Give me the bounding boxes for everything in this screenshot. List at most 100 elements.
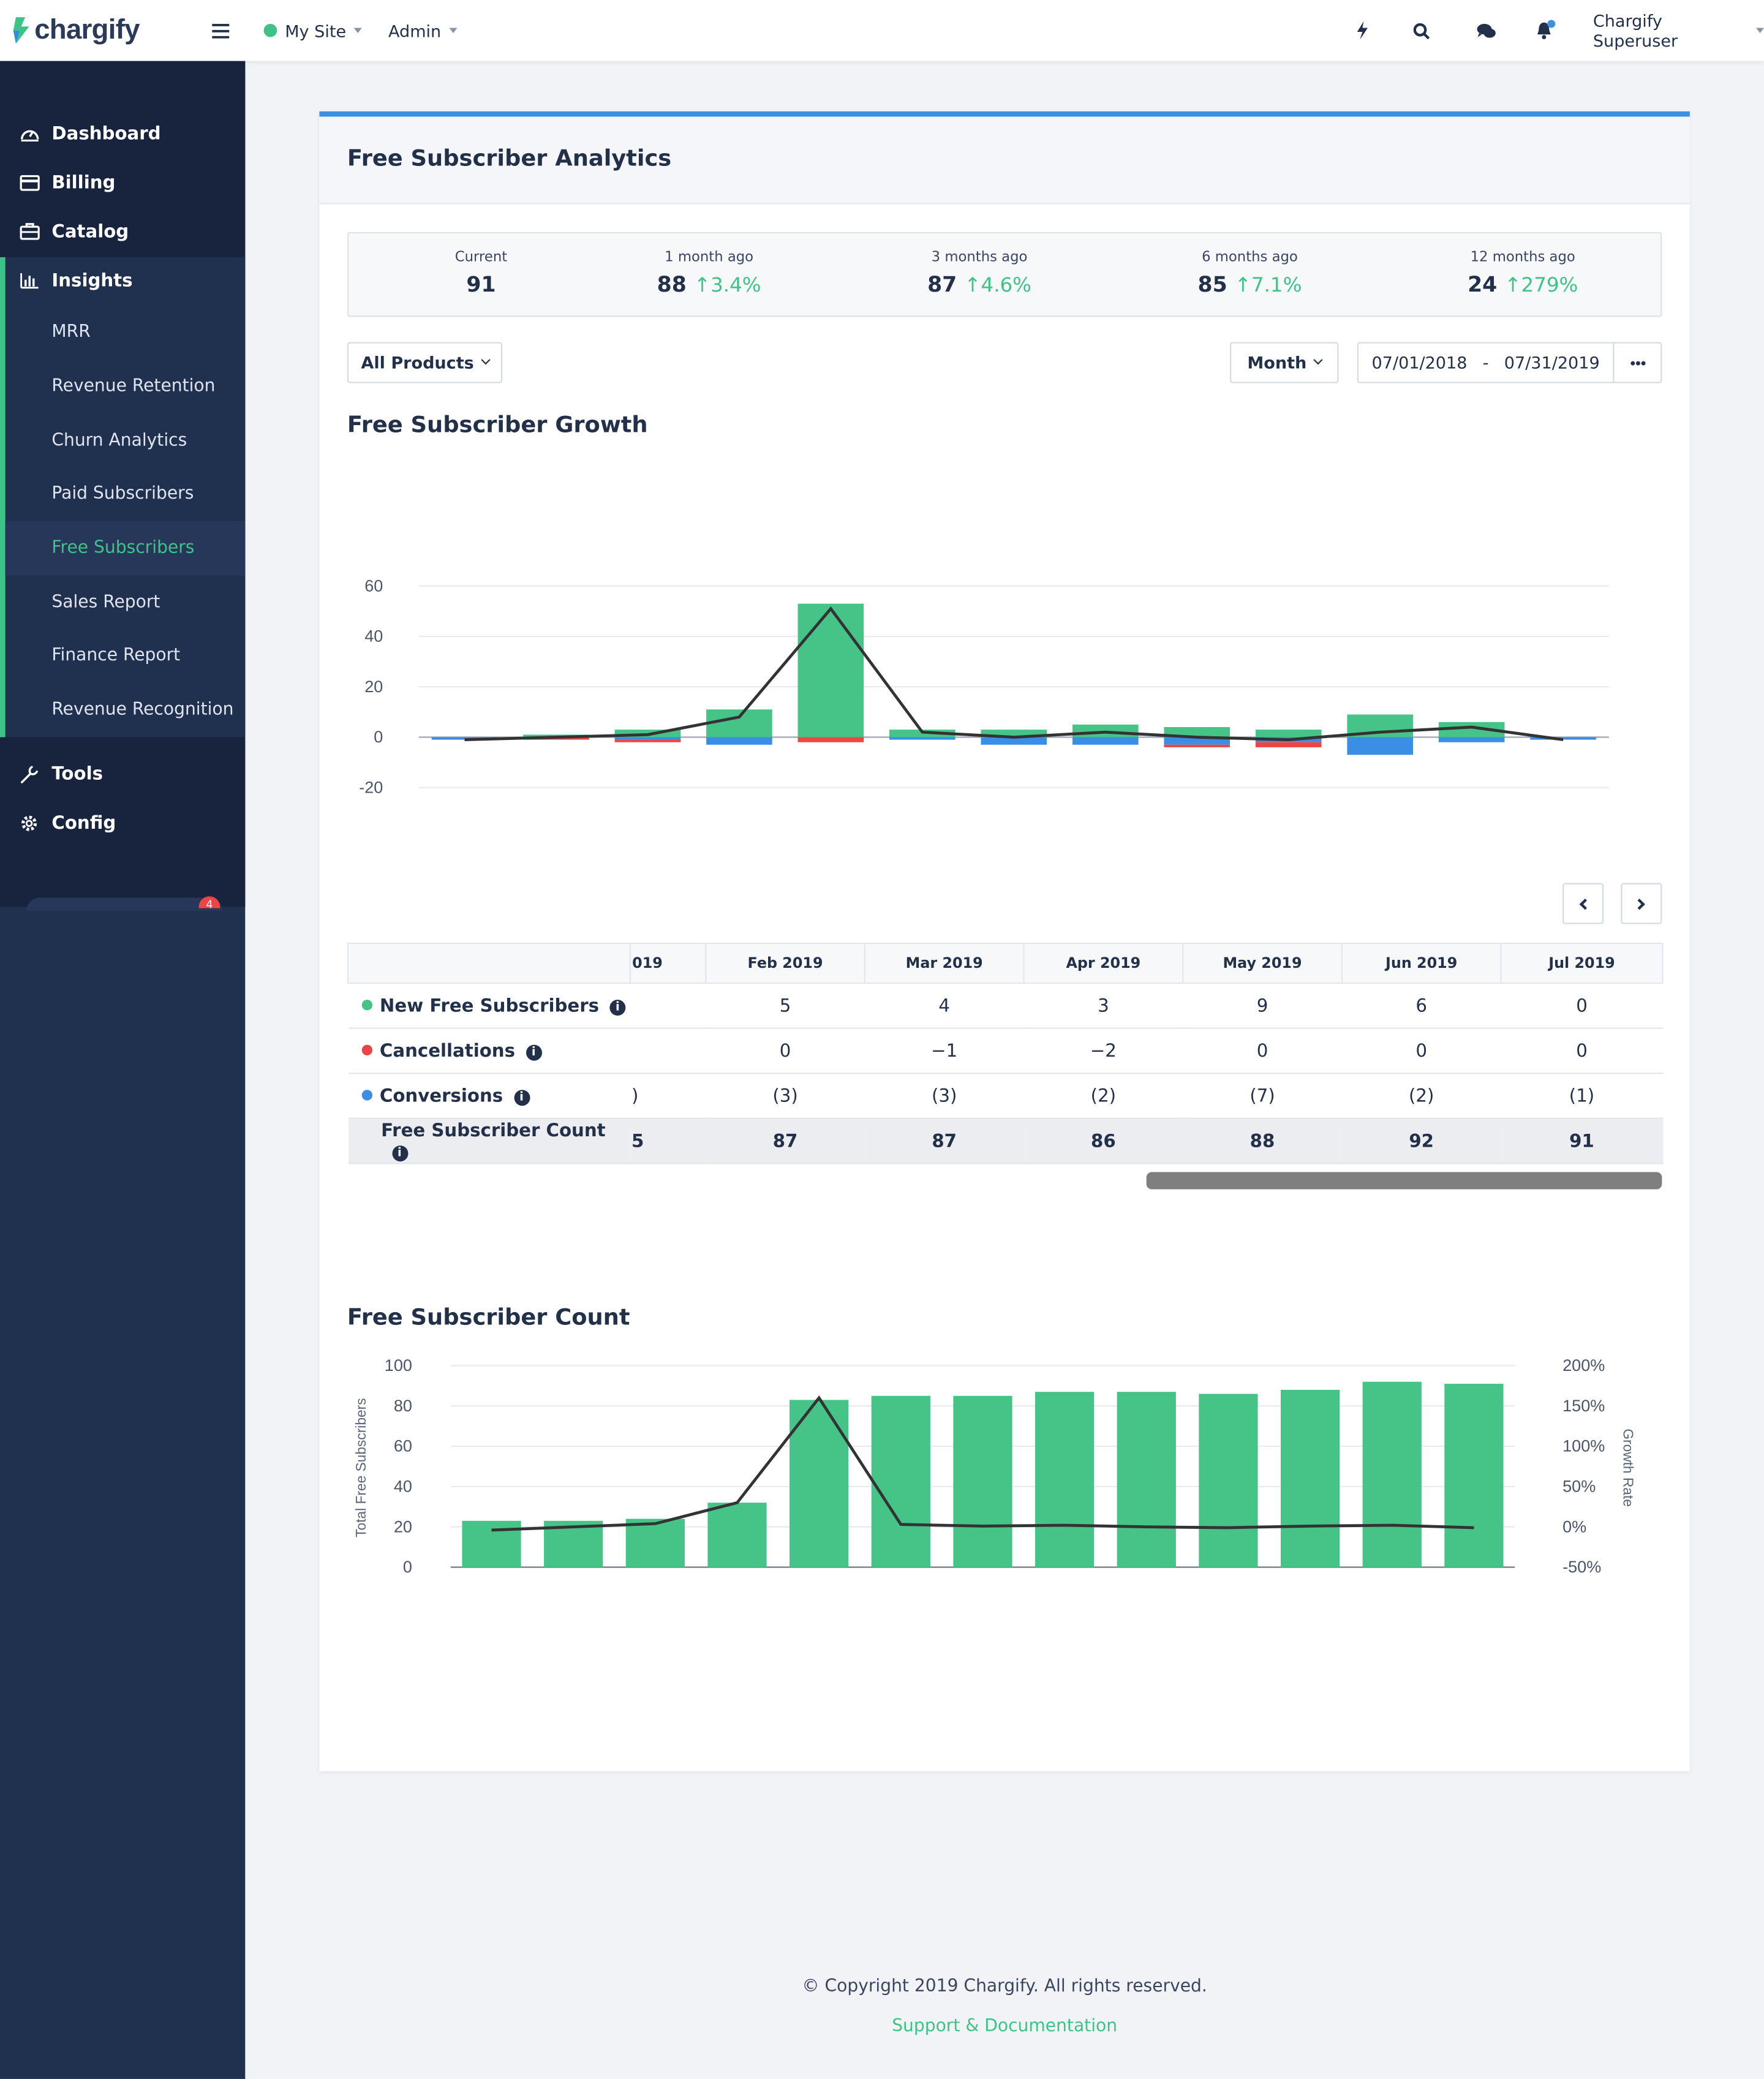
sidebar-item-sales-report[interactable]: Sales Report	[51, 592, 160, 613]
table-cell: −2	[1023, 1028, 1183, 1074]
table-cell: −1	[864, 1028, 1024, 1074]
bar-conversions-jan-2019	[981, 737, 1047, 745]
table-next-button[interactable]	[1621, 883, 1662, 924]
y-axis-label: Total Free Subscribers	[353, 1398, 369, 1537]
stat-current: Current 91	[349, 233, 614, 319]
site-name: My Site	[285, 20, 347, 41]
count-chart: 100 80 60 40 20 0 200% 150% 100% 50% 0% -50% Total F…	[353, 1356, 1636, 1576]
sidebar-item-label: Dashboard	[51, 123, 161, 144]
bar-count-feb-2019	[1035, 1392, 1095, 1568]
y-tick-label: 100	[385, 1356, 412, 1375]
date-to[interactable]: 07/31/2019	[1504, 352, 1600, 373]
sidebar-item-billing[interactable]: Billing	[0, 158, 245, 207]
arrow-up-icon: ↑	[964, 273, 981, 297]
notifications-button[interactable]	[1535, 0, 1556, 61]
table-header-corner	[347, 942, 631, 984]
card-icon	[18, 172, 40, 193]
y-tick-label: 80	[394, 1397, 412, 1415]
bar-count-jul-2019	[1444, 1384, 1504, 1568]
y-tick-label: 60	[364, 576, 383, 595]
period-dropdown[interactable]: Month	[1230, 342, 1339, 383]
date-separator: -	[1482, 352, 1489, 373]
admin-menu[interactable]: Admin	[388, 0, 458, 61]
table-cell: (1)	[1501, 1073, 1663, 1119]
sidebar-item-mrr[interactable]: MRR	[51, 322, 91, 342]
bar-chart-icon	[18, 270, 40, 291]
bar-conversions-jun-2019	[1438, 737, 1505, 742]
table-cell: 0	[1341, 1028, 1501, 1074]
sidebar-item-tools[interactable]: Tools	[0, 749, 245, 798]
support-link[interactable]: Support & Documentation	[892, 2017, 1118, 2037]
sidebar: Dashboard Billing Catalog Insights MRR R…	[0, 61, 246, 2079]
product-filter-dropdown[interactable]: All Products	[347, 342, 503, 383]
sidebar-item-paid-subscribers[interactable]: Paid Subscribers	[51, 484, 194, 504]
site-selector[interactable]: My Site	[263, 0, 363, 61]
table-cell: 5	[706, 983, 865, 1029]
table-cell: (3)	[706, 1073, 865, 1119]
sidebar-item-catalog[interactable]: Catalog	[0, 207, 245, 256]
logo-mark-icon	[13, 17, 29, 44]
arrow-up-icon: ↑	[693, 273, 711, 297]
table-cell: 4	[864, 983, 1024, 1029]
stat-change: 279%	[1521, 273, 1578, 297]
sidebar-item-finance-report[interactable]: Finance Report	[51, 646, 181, 666]
more-options-button[interactable]	[1613, 342, 1662, 383]
menu-toggle-button[interactable]	[212, 0, 230, 61]
bolt-button[interactable]	[1356, 0, 1370, 61]
user-menu[interactable]: Chargify Superuser	[1593, 0, 1764, 61]
stats-summary: Current 91 1 month ago 88 ↑3.4% 3 months…	[347, 232, 1662, 317]
y2-tick-label: 100%	[1562, 1437, 1605, 1455]
stat-value: 91	[466, 271, 496, 297]
table-header-row: 019 Feb 2019 Mar 2019 Apr 2019 May 2019 …	[347, 942, 1664, 984]
y-tick-label: 60	[394, 1437, 412, 1455]
info-icon[interactable]: i	[609, 998, 626, 1015]
table-cell: )	[630, 1073, 706, 1119]
sidebar-item-label: Billing	[51, 172, 116, 193]
bar-new-nov-2018	[797, 603, 864, 738]
chevron-down-icon	[480, 355, 490, 365]
info-icon[interactable]: i	[391, 1145, 408, 1161]
sidebar-item-insights[interactable]: Insights	[0, 256, 245, 305]
sidebar-item-label: Insights	[51, 270, 133, 292]
sidebar-item-label: Tools	[51, 763, 103, 785]
arrow-up-icon: ↑	[1234, 273, 1251, 297]
date-from[interactable]: 07/01/2018	[1371, 352, 1468, 373]
table-cell: 0	[1501, 1028, 1663, 1074]
info-icon[interactable]: i	[526, 1044, 542, 1060]
row-label: Cancellations i	[347, 1028, 630, 1074]
arrow-up-icon: ↑	[1504, 273, 1521, 297]
sidebar-item-revenue-retention[interactable]: Revenue Retention	[51, 376, 216, 397]
date-range-field[interactable]: 07/01/2018 - 07/31/2019	[1357, 342, 1615, 383]
stat-change: 3.4%	[710, 273, 761, 297]
table-scrollbar[interactable]	[1146, 1172, 1662, 1190]
chevron-down-icon	[1313, 355, 1323, 365]
bar-cancellations-mar-2019	[1164, 744, 1231, 747]
sidebar-widget[interactable]	[26, 897, 223, 911]
blue-dot-icon	[361, 1089, 372, 1100]
chargify-logo[interactable]: chargify	[13, 12, 140, 49]
sidebar-item-dashboard[interactable]: Dashboard	[0, 108, 245, 157]
table-header-cell: Apr 2019	[1023, 942, 1184, 984]
chat-button[interactable]	[1476, 0, 1496, 61]
stat-3-months: 3 months ago 87 ↑4.6%	[847, 233, 1112, 319]
table-prev-button[interactable]	[1562, 883, 1604, 924]
y-tick-label: 0	[403, 1558, 412, 1576]
ellipsis-icon	[1630, 360, 1645, 365]
table-header-cell: May 2019	[1182, 942, 1343, 984]
sidebar-item-churn-analytics[interactable]: Churn Analytics	[51, 431, 187, 451]
sidebar-item-revenue-recognition[interactable]: Revenue Recognition	[51, 700, 234, 720]
sidebar-item-config[interactable]: Config	[0, 798, 245, 847]
search-button[interactable]	[1413, 0, 1430, 61]
y-tick-label: 20	[364, 677, 383, 696]
search-icon	[1413, 22, 1430, 39]
table-cell: 0	[1183, 1028, 1342, 1074]
hamburger-icon	[212, 23, 230, 38]
bar-count-apr-2019	[1199, 1394, 1258, 1568]
table-cell: 87	[706, 1118, 865, 1164]
info-icon[interactable]: i	[513, 1089, 530, 1106]
sidebar-item-free-subscribers[interactable]: Free Subscribers	[5, 521, 246, 576]
table-cell: 9	[1183, 983, 1342, 1029]
stat-value: 87 ↑4.6%	[927, 271, 1032, 297]
stat-label: 3 months ago	[931, 249, 1028, 265]
